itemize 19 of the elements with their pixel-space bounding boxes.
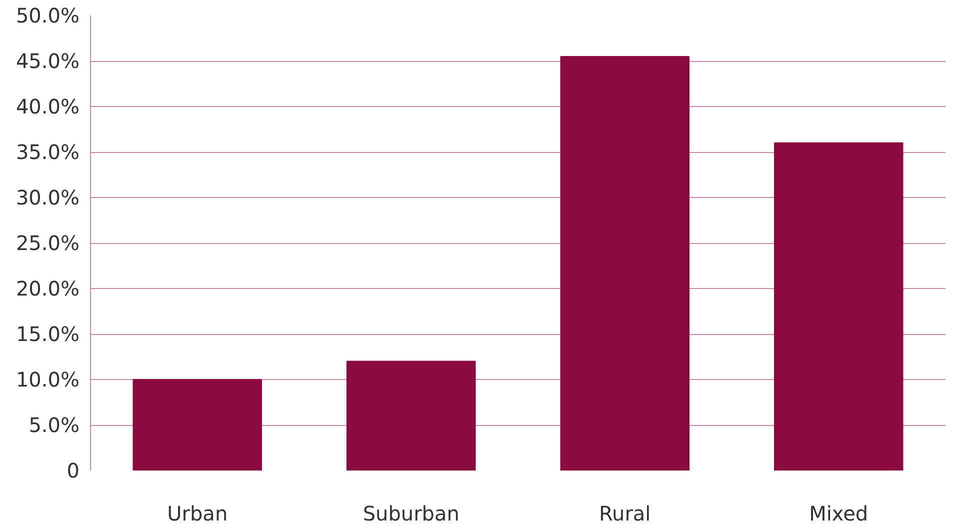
x-tick-label: Mixed xyxy=(809,502,868,526)
bar xyxy=(774,142,904,470)
y-tick-label: 25.0% xyxy=(16,231,80,255)
y-tick-label: 35.0% xyxy=(16,140,80,164)
y-tick-label: 40.0% xyxy=(16,94,80,118)
y-tick-label: 30.0% xyxy=(16,186,80,210)
y-tick-label: 0 xyxy=(66,458,80,482)
y-tick-label: 50.0% xyxy=(16,4,80,28)
bar xyxy=(560,56,690,470)
x-tick-label: Suburban xyxy=(362,502,460,526)
bar xyxy=(132,379,262,470)
y-tick-label: 20.0% xyxy=(16,276,80,300)
bar xyxy=(346,360,476,470)
x-tick-label: Urban xyxy=(167,502,228,526)
y-tick-label: 15.0% xyxy=(16,322,80,346)
x-tick-label: Rural xyxy=(599,502,651,526)
y-tick-label: 10.0% xyxy=(16,368,80,392)
y-tick-label: 5.0% xyxy=(28,413,80,437)
y-tick-label: 45.0% xyxy=(16,49,80,73)
